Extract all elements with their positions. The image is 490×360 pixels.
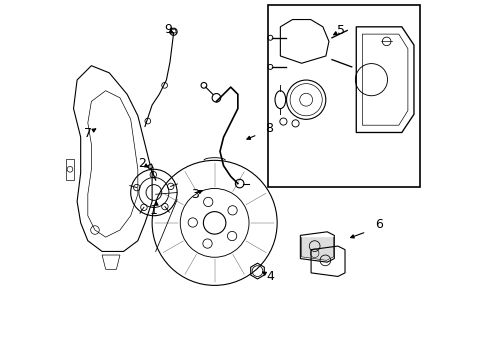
Text: 9: 9 <box>164 23 172 36</box>
Polygon shape <box>148 164 153 169</box>
Text: 2: 2 <box>139 157 147 170</box>
Polygon shape <box>301 237 334 260</box>
Text: 3: 3 <box>191 188 199 201</box>
Text: 1: 1 <box>150 204 158 217</box>
Text: 8: 8 <box>265 122 273 135</box>
Text: 7: 7 <box>84 127 92 140</box>
Bar <box>268 5 420 187</box>
Text: 5: 5 <box>338 24 345 37</box>
Text: 4: 4 <box>266 270 274 283</box>
Text: 6: 6 <box>375 218 383 231</box>
